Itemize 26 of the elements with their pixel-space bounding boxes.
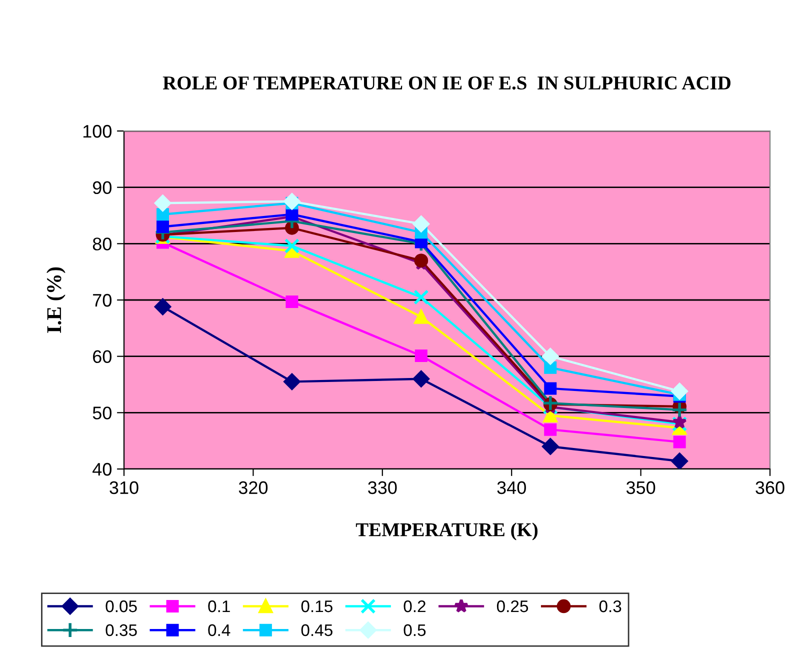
x-tick-label: 330 (368, 481, 397, 494)
legend-label: 0.4 (208, 624, 230, 636)
y-tick-label: 90 (92, 181, 112, 194)
legend-label: 0.45 (301, 624, 332, 636)
x-tick-label: 350 (626, 481, 656, 494)
y-axis-title: I.E (%) (46, 267, 66, 333)
chart-title: ROLE OF TEMPERATURE ON IE OF E.S IN SULPHURIC ACID (162, 76, 730, 90)
x-tick-label: 360 (756, 481, 784, 494)
y-tick-label: 40 (92, 462, 112, 476)
legend-label: 0.2 (404, 600, 426, 612)
legend-label: 0.35 (106, 624, 137, 636)
legend-label: 0.3 (599, 600, 622, 612)
y-tick-label: 70 (93, 294, 112, 307)
legend-label: 0.05 (106, 600, 137, 612)
x-tick-label: 320 (238, 481, 268, 494)
y-tick-label: 60 (93, 350, 112, 364)
legend-label: 0.5 (404, 624, 426, 636)
x-axis-title: TEMPERATURE (K) (356, 522, 538, 540)
y-tick-label: 50 (92, 406, 112, 420)
y-tick-label: 100 (83, 124, 112, 138)
x-tick-label: 340 (497, 481, 526, 494)
legend-label: 0.1 (208, 600, 230, 612)
legend-label: 0.25 (496, 600, 528, 612)
legend-label: 0.15 (301, 600, 332, 612)
y-tick-label: 80 (92, 238, 112, 250)
x-tick-label: 310 (110, 481, 138, 494)
